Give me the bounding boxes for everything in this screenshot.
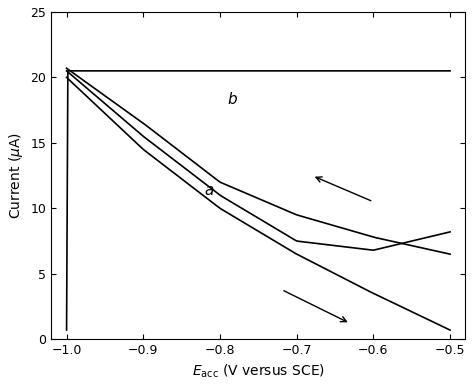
Y-axis label: Current ($\mu$A): Current ($\mu$A) [7,132,25,219]
Text: b: b [228,92,237,106]
Text: a: a [205,183,214,198]
X-axis label: $E_{\mathrm{acc}}$ (V versus SCE): $E_{\mathrm{acc}}$ (V versus SCE) [192,363,325,380]
